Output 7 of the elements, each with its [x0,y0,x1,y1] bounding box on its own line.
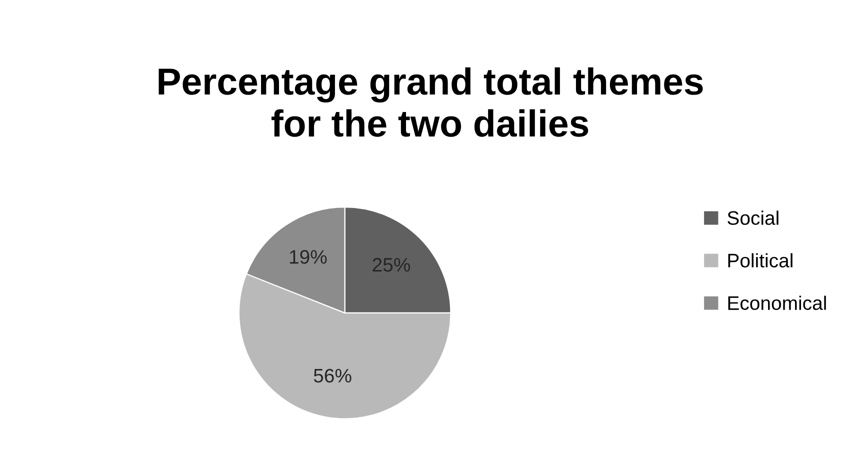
data-label: 19% [290,250,327,264]
chart-title: Percentage grand total themes for the two dailies [158,67,703,137]
legend-label: Social [728,210,778,225]
data-label: 25% [372,258,410,272]
data-label: 56% [314,368,352,383]
legend-label: Political [728,253,792,268]
legend-label: Economical [728,296,826,310]
